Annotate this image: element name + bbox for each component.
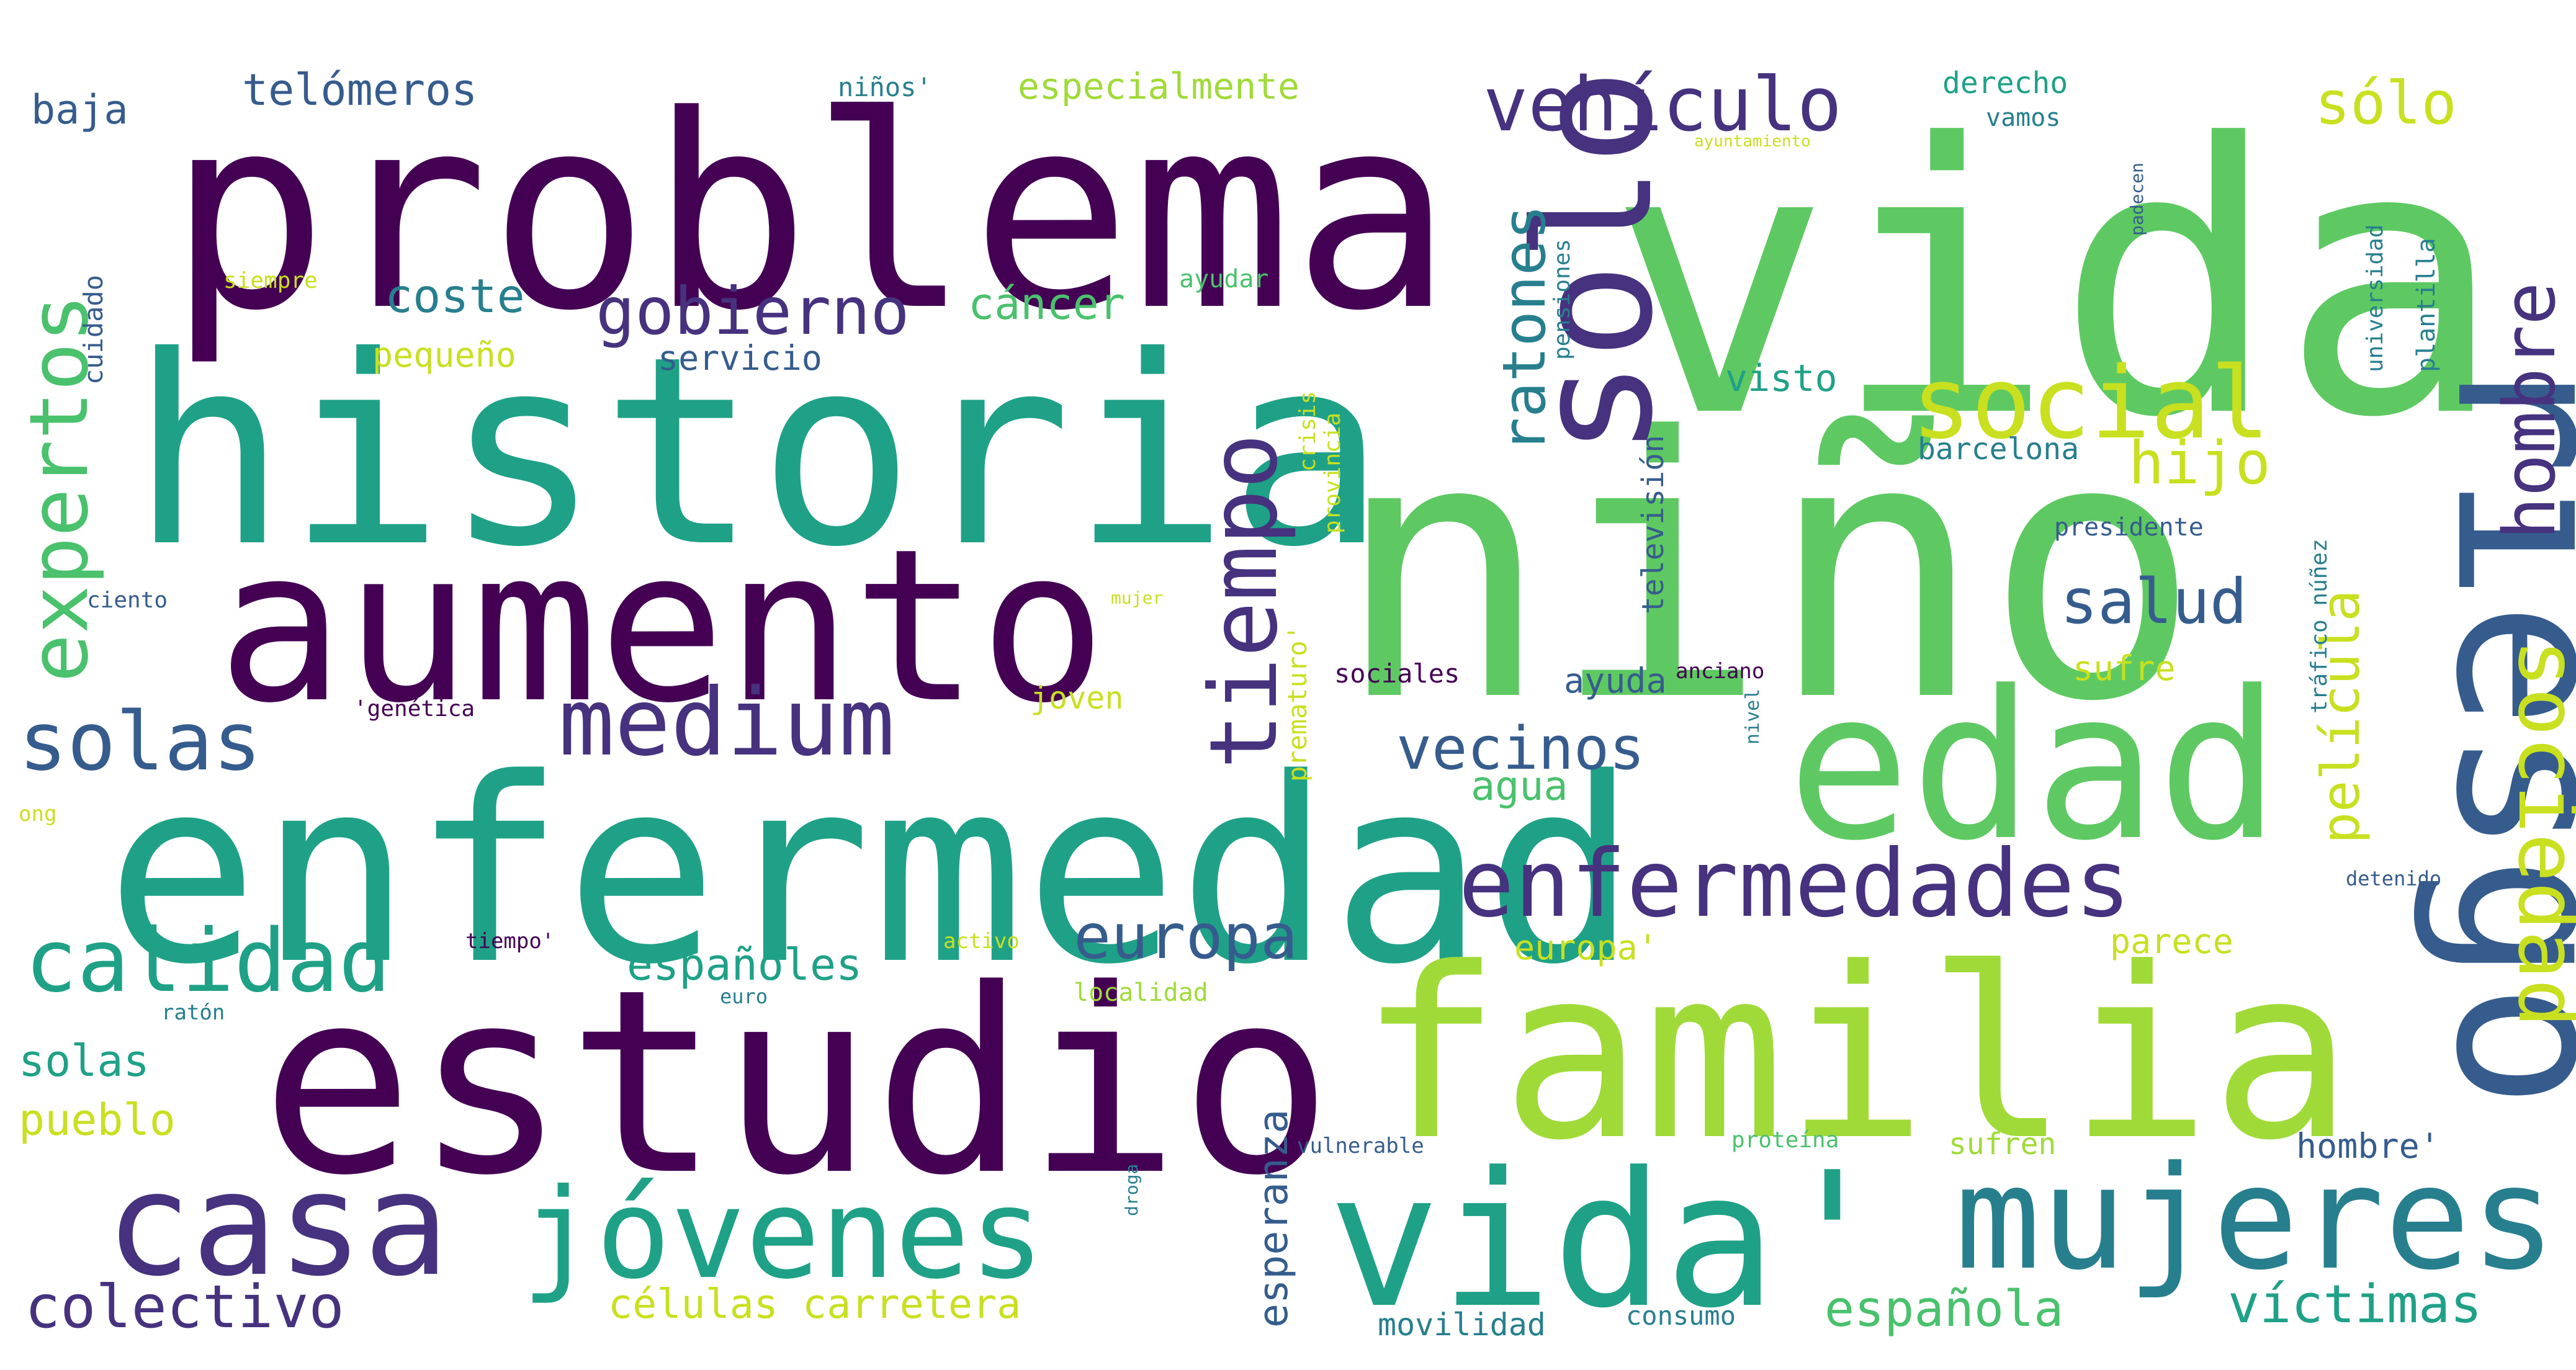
word-nino: niño (1334, 361, 2201, 780)
word-cuidado: cuidado (78, 274, 109, 385)
word-ayudar: ayudar (1179, 265, 1269, 293)
word-sufren: sufren (1949, 1127, 2057, 1162)
word-prematuro: prematuro' (1282, 625, 1313, 782)
word-historia: historia (130, 301, 1386, 604)
word-mujer: mujer (1111, 588, 1164, 608)
word-hombre-quote: hombre' (2296, 1126, 2440, 1166)
word-vulnerable: vulnerable (1297, 1134, 1424, 1158)
word-cancer: cáncer (968, 279, 1125, 329)
word-genetica: 'genética (354, 696, 475, 722)
word-anciano: anciano (1676, 659, 1765, 684)
word-jovenes: jóvenes (521, 1162, 1044, 1307)
word-baja: baja (31, 87, 128, 133)
word-ong: ong (19, 802, 57, 826)
word-pequeno: pequeño (372, 335, 516, 375)
word-parece: parece (2110, 921, 2233, 961)
word-visto: visto (1725, 357, 1838, 400)
word-coste: coste (385, 269, 525, 323)
word-vida-quote: vida' (1328, 1132, 1889, 1349)
word-padecen: padecen (2127, 162, 2147, 236)
word-telomeros: telómeros (242, 65, 478, 115)
word-problema: problema (168, 59, 1453, 369)
word-vida: vida (1607, 65, 2504, 499)
word-calidad: calidad (25, 911, 392, 1012)
word-provincia: provincia (1320, 412, 1345, 534)
word-espanoles: españoles (627, 939, 863, 990)
word-vecinos: vecinos (1396, 715, 1645, 783)
word-aumento: aumento (217, 504, 1106, 750)
word-sufre: sufre (2073, 648, 2176, 688)
word-derecho: derecho (1942, 66, 2068, 101)
word-espanola: española (1824, 1280, 2064, 1338)
word-localidad: localidad (1074, 978, 1208, 1007)
word-medium: medium (559, 669, 895, 777)
word-servicio: servicio (658, 338, 822, 378)
word-euro: euro (720, 985, 768, 1008)
word-hijo: hijo (2129, 429, 2271, 498)
word-mujeres: mujeres (1955, 1136, 2557, 1302)
word-edad: edad (1787, 647, 2281, 885)
word-salud: salud (2060, 565, 2248, 638)
word-television: televisión (1636, 435, 1671, 614)
word-enfermedad: enfermedad (105, 723, 1638, 1020)
word-droga: droga (1121, 1163, 1142, 1216)
word-ayuda: ayuda (1564, 661, 1667, 701)
word-solas: solas (19, 694, 262, 789)
word-europa: europa (1074, 900, 1298, 973)
word-universidad: universidad (2363, 224, 2388, 372)
word-estudio: estudio (261, 934, 1333, 1231)
word-sociedad: sociedad (2500, 639, 2576, 1028)
word-tiempo-quote: tiempo' (465, 929, 555, 954)
word-solas-small: solas (19, 1036, 150, 1086)
word-proteina: proteína (1731, 1127, 1839, 1153)
word-vehiculo: vehículo (1483, 62, 1842, 148)
word-plantilla: plantilla (2412, 238, 2441, 372)
word-ratones: ratones (1491, 204, 1559, 453)
word-colectivo: colectivo (25, 1273, 344, 1341)
word-consumo: consumo (1626, 1301, 1736, 1331)
word-joven: joven (1030, 680, 1124, 716)
word-europa-quote: europa' (1514, 928, 1658, 967)
word-pueblo: pueblo (19, 1095, 176, 1145)
word-enfermedades: enfermedades (1458, 830, 2131, 938)
word-trafico-nunez: tráfico núñez (2307, 539, 2332, 714)
word-detenido: detenido (2346, 867, 2442, 890)
word-siempre: siempre (223, 268, 318, 293)
word-esperanza: esperanza (1250, 1109, 1297, 1328)
word-celulas-carretera: células carretera (608, 1281, 1021, 1328)
word-ninos-quote: niños' (838, 72, 932, 102)
word-especialmente: especialmente (1018, 65, 1299, 107)
word-crisis: crisis (1295, 390, 1321, 472)
word-familia: familia (1359, 917, 2353, 1192)
word-social: social (1911, 345, 2270, 461)
word-vamos: vamos (1986, 104, 2061, 132)
word-pensiones: pensiones (1550, 238, 1575, 360)
word-presidente: presidente (2054, 513, 2204, 542)
word-agua: agua (1471, 763, 1568, 810)
word-barcelona: barcelona (1918, 432, 2080, 467)
word-tiempo: tiempo (1190, 433, 1298, 769)
word-raton: ratón (161, 1000, 225, 1025)
word-ciento: ciento (87, 588, 168, 613)
word-victimas: víctimas (2228, 1274, 2482, 1335)
word-hombre: hombre (2488, 282, 2572, 540)
word-solo-accent: sólo (2315, 69, 2457, 138)
word-ayuntamiento: ayuntamiento (1694, 132, 1811, 151)
word-nivel: nivel (1742, 688, 1764, 745)
word-activo: activo (943, 929, 1020, 954)
word-sociales: sociales (1334, 658, 1460, 689)
word-casa: casa (105, 1142, 449, 1308)
word-movilidad: movilidad (1378, 1307, 1546, 1343)
word-gobierno: gobierno (596, 274, 910, 349)
